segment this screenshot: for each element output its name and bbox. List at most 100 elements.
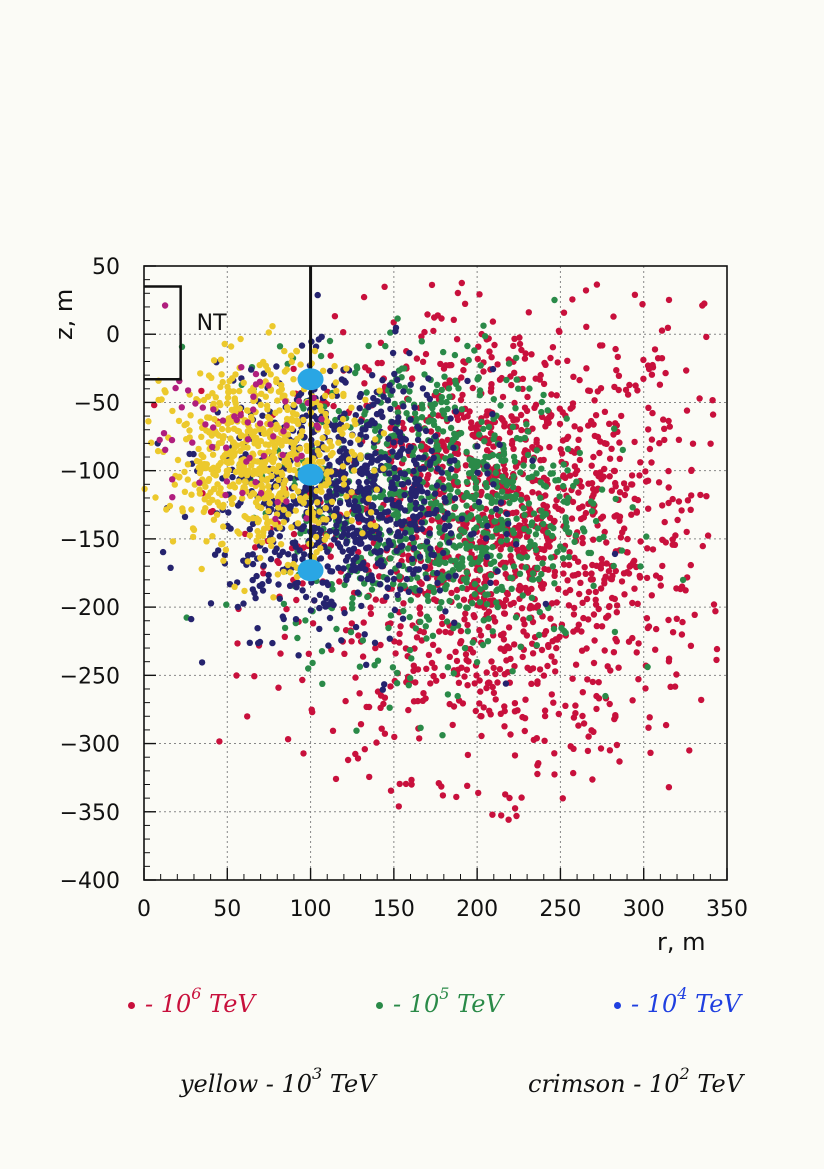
data-point	[228, 496, 235, 503]
data-point	[507, 655, 514, 663]
data-point	[612, 495, 619, 503]
data-point	[261, 547, 269, 554]
data-point	[344, 553, 352, 561]
data-point	[401, 529, 409, 537]
data-point	[581, 528, 588, 535]
data-point	[548, 653, 555, 660]
data-point	[340, 481, 348, 488]
data-point	[299, 428, 306, 435]
data-point	[269, 536, 276, 544]
data-point	[611, 467, 618, 475]
data-point	[257, 401, 264, 408]
data-point	[377, 454, 384, 461]
data-point	[518, 426, 525, 434]
data-point	[628, 472, 636, 479]
data-point	[453, 336, 461, 343]
data-point	[501, 423, 508, 430]
data-point	[493, 463, 501, 470]
data-point	[440, 549, 447, 557]
data-point	[652, 572, 660, 579]
data-point	[418, 525, 426, 533]
data-point	[322, 423, 330, 430]
data-point	[392, 324, 400, 331]
data-point	[579, 539, 586, 547]
data-point	[269, 453, 276, 460]
data-point	[631, 291, 639, 298]
data-point	[186, 450, 193, 458]
data-point	[218, 541, 225, 548]
data-point	[352, 412, 359, 419]
data-point	[386, 635, 393, 642]
data-point	[450, 444, 457, 451]
data-point	[254, 458, 261, 465]
data-point	[456, 602, 463, 609]
data-point	[513, 376, 520, 383]
data-point	[634, 387, 641, 394]
data-point	[152, 494, 159, 501]
data-point	[478, 713, 485, 720]
data-point	[488, 381, 495, 388]
data-point	[379, 514, 386, 521]
data-point	[320, 600, 328, 607]
data-point	[473, 491, 480, 499]
data-point	[257, 554, 264, 562]
data-point	[268, 472, 275, 480]
data-point	[356, 393, 364, 400]
data-point	[377, 339, 385, 346]
data-point	[492, 579, 500, 586]
data-point	[572, 702, 579, 709]
data-point	[324, 548, 331, 555]
data-point	[363, 465, 370, 472]
data-point	[273, 545, 280, 552]
data-point	[502, 680, 510, 687]
data-point	[447, 530, 455, 537]
data-point	[509, 668, 516, 675]
data-point	[433, 482, 441, 489]
data-point	[665, 499, 672, 507]
data-point	[538, 465, 545, 472]
data-point	[550, 625, 558, 633]
data-point	[420, 690, 427, 697]
data-point	[223, 601, 230, 608]
data-point	[476, 700, 483, 707]
data-point	[298, 342, 306, 349]
data-point	[573, 467, 581, 474]
data-point	[479, 641, 487, 649]
data-point	[473, 478, 480, 485]
data-point	[439, 732, 446, 739]
data-point	[677, 585, 684, 593]
data-point	[340, 525, 348, 532]
data-point	[629, 599, 636, 607]
data-point	[665, 296, 673, 304]
data-point	[564, 467, 571, 474]
data-point	[408, 534, 416, 541]
data-point	[558, 450, 566, 457]
data-point	[405, 479, 412, 486]
data-point	[239, 489, 246, 497]
data-point	[450, 703, 458, 710]
data-point	[332, 775, 340, 783]
data-point	[546, 514, 554, 521]
data-point	[551, 771, 558, 778]
data-point	[275, 462, 282, 469]
data-point	[648, 459, 655, 466]
data-point	[248, 462, 255, 469]
data-point	[698, 696, 705, 704]
data-point	[333, 491, 340, 498]
data-point	[484, 638, 492, 645]
data-point	[401, 435, 408, 443]
data-point	[522, 564, 529, 571]
data-point	[210, 485, 218, 493]
data-point	[363, 478, 371, 486]
data-point	[259, 539, 266, 546]
data-point	[263, 490, 270, 498]
data-point	[219, 378, 226, 386]
data-point	[331, 313, 339, 320]
data-point	[387, 329, 394, 336]
data-point	[215, 489, 223, 497]
data-point	[283, 366, 290, 373]
data-point	[591, 637, 598, 644]
data-point	[283, 437, 290, 444]
data-point	[288, 352, 295, 359]
data-point	[218, 371, 225, 378]
